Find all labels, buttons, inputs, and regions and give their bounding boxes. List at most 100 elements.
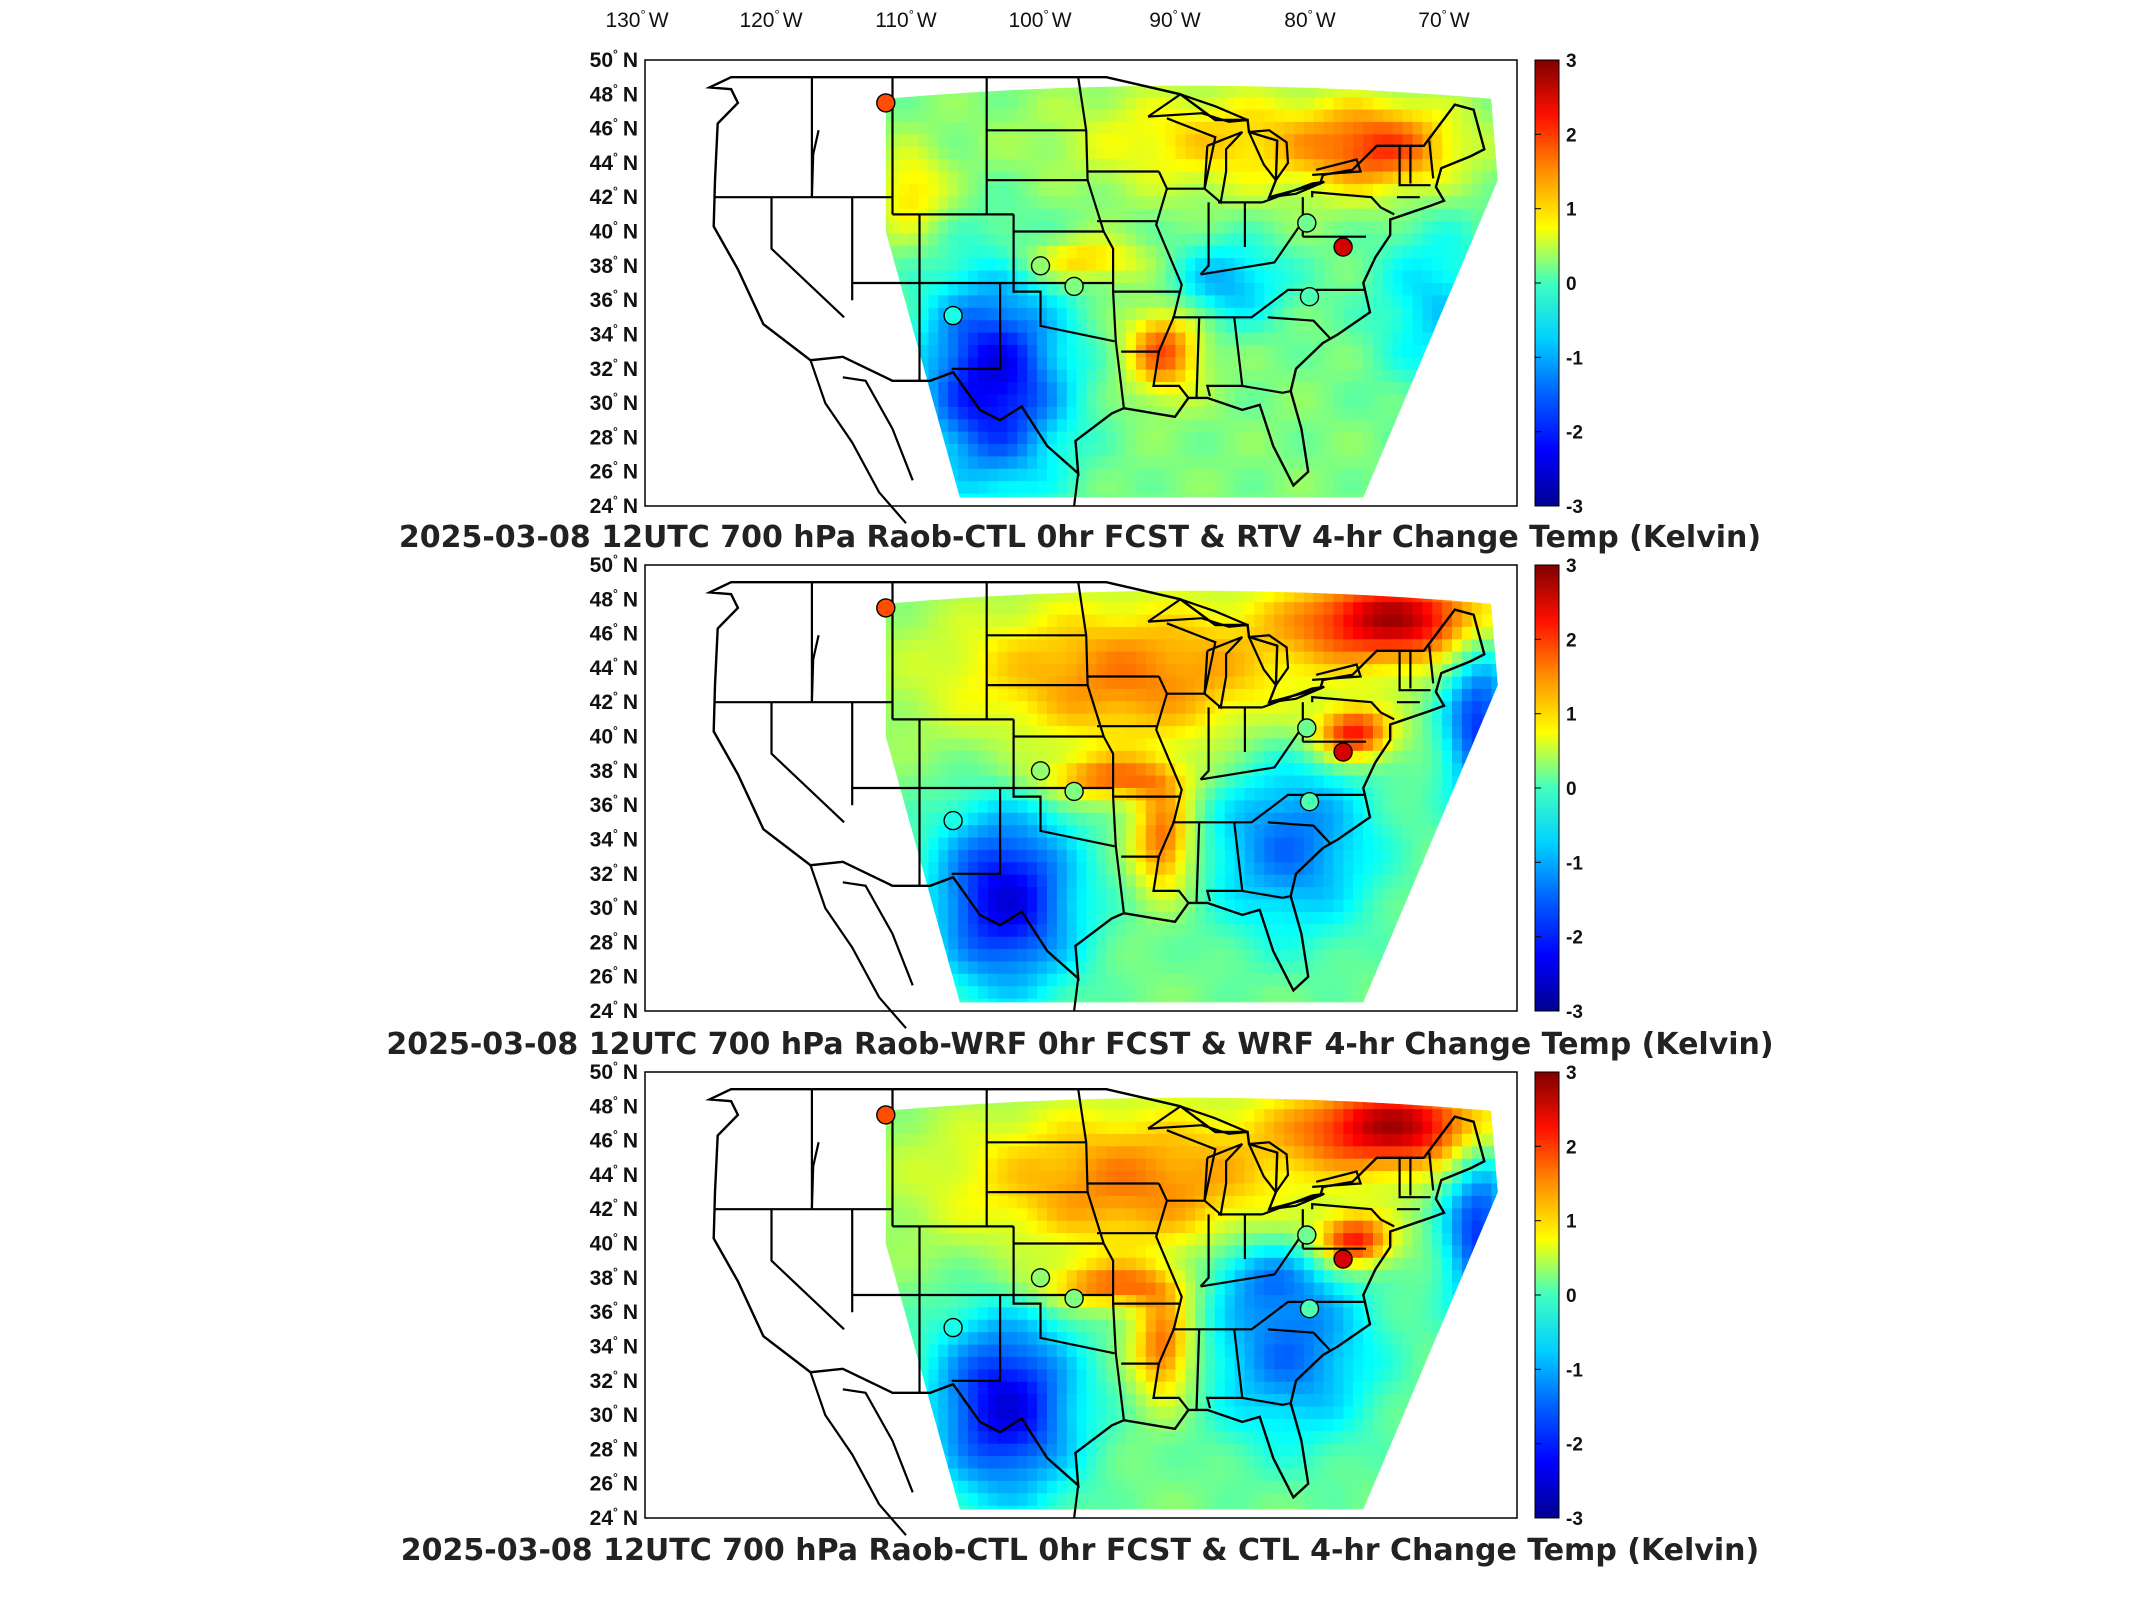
field-cell <box>1224 456 1236 470</box>
field-cell <box>1214 986 1226 1000</box>
field-cell <box>1452 221 1463 235</box>
field-cell <box>1056 602 1068 616</box>
field-cell <box>1323 208 1335 222</box>
field-cell <box>1313 134 1325 148</box>
field-cell <box>1363 245 1374 259</box>
field-cell <box>1185 97 1196 111</box>
field-cell <box>977 159 989 173</box>
field-cell <box>898 664 910 678</box>
field-cell <box>908 320 920 334</box>
field-cell <box>1135 1097 1147 1110</box>
field-cell <box>1106 825 1117 839</box>
field-cell <box>1165 750 1176 764</box>
field-cell <box>1017 750 1028 764</box>
field-cell <box>1363 357 1374 371</box>
field-cell <box>1145 320 1157 334</box>
field-cell <box>1056 196 1068 210</box>
field-cell <box>1135 233 1147 247</box>
field-cell <box>1106 97 1117 111</box>
field-cell <box>1293 1097 1305 1110</box>
field-cell <box>1145 357 1157 371</box>
field-cell <box>1037 837 1048 851</box>
field-cell <box>1442 602 1453 616</box>
field-cell <box>1056 998 1068 1003</box>
field-cell <box>1303 270 1315 284</box>
field-cell <box>1392 183 1404 197</box>
field-cell <box>1303 738 1315 752</box>
field-cell <box>928 171 939 185</box>
field-cell <box>987 837 999 851</box>
field-cell <box>1007 320 1018 334</box>
field-cell <box>1086 639 1097 653</box>
field-cell <box>1195 196 1206 210</box>
field-cell <box>1392 97 1404 111</box>
field-cell <box>1293 233 1305 247</box>
field-cell <box>1214 825 1226 839</box>
field-cell <box>1175 763 1186 777</box>
field-cell <box>1037 456 1048 470</box>
field-cell <box>968 382 979 396</box>
field-cell <box>1293 344 1305 358</box>
field-cell <box>1185 701 1196 715</box>
field-cell <box>1165 763 1176 777</box>
field-cell <box>1224 874 1236 888</box>
field-cell <box>1185 109 1196 123</box>
field-cell <box>1066 713 1078 727</box>
field-cell <box>1086 208 1097 222</box>
field-cell <box>1303 394 1315 408</box>
field-cell <box>948 887 959 901</box>
field-cell <box>1106 295 1117 309</box>
map-panel-rtv: 50° N48° N46° N44° N42° N40° N38° N36° N34° N32° N… <box>399 47 1761 555</box>
field-cell <box>1185 456 1196 470</box>
field-cell <box>1293 258 1305 272</box>
field-cell <box>1382 800 1394 814</box>
field-cell <box>1303 812 1315 826</box>
field-cell <box>1116 701 1127 715</box>
field-cell <box>1274 159 1285 173</box>
field-cell <box>977 134 989 148</box>
field-cell <box>1461 159 1473 173</box>
field-cell <box>938 270 949 284</box>
field-cell <box>1293 382 1305 396</box>
field-cell <box>1145 664 1157 678</box>
field-cell <box>1293 837 1305 851</box>
field-cell <box>1323 419 1335 433</box>
field-cell <box>997 800 1009 814</box>
field-cell <box>1313 664 1325 678</box>
field-cell <box>1106 936 1117 950</box>
field-cell <box>1244 825 1256 839</box>
field-cell <box>1175 456 1186 470</box>
field-cell <box>1106 899 1117 913</box>
field-cell <box>1205 1097 1216 1110</box>
lon-label-80w: 80° W <box>1284 7 1336 32</box>
field-cell <box>1145 899 1157 913</box>
field-cell <box>1175 726 1186 740</box>
field-cell <box>1442 97 1453 111</box>
field-cell <box>1471 97 1483 111</box>
field-cell <box>1333 357 1344 371</box>
field-cell <box>1165 97 1176 111</box>
field-cell <box>1461 109 1473 123</box>
field-cell <box>1412 357 1423 371</box>
field-cell <box>997 961 1009 975</box>
field-cell <box>987 382 999 396</box>
field-cell <box>1234 676 1246 690</box>
field-cell <box>1185 961 1196 975</box>
field-cell <box>1037 1097 1048 1110</box>
field-cell <box>1333 614 1344 628</box>
field-cell <box>1007 874 1018 888</box>
field-cell <box>1471 713 1483 727</box>
state-border <box>1195 822 1201 903</box>
field-cell <box>1303 614 1315 628</box>
field-cell <box>1195 109 1206 123</box>
field-cell <box>1234 134 1246 148</box>
field-cell <box>918 97 930 111</box>
field-cell <box>1323 713 1335 727</box>
field-cell <box>1155 664 1167 678</box>
field-cell <box>1135 109 1147 123</box>
field-cell <box>977 862 989 876</box>
field-cell <box>1056 738 1068 752</box>
field-cell <box>1442 121 1453 135</box>
field-cell <box>898 146 910 160</box>
